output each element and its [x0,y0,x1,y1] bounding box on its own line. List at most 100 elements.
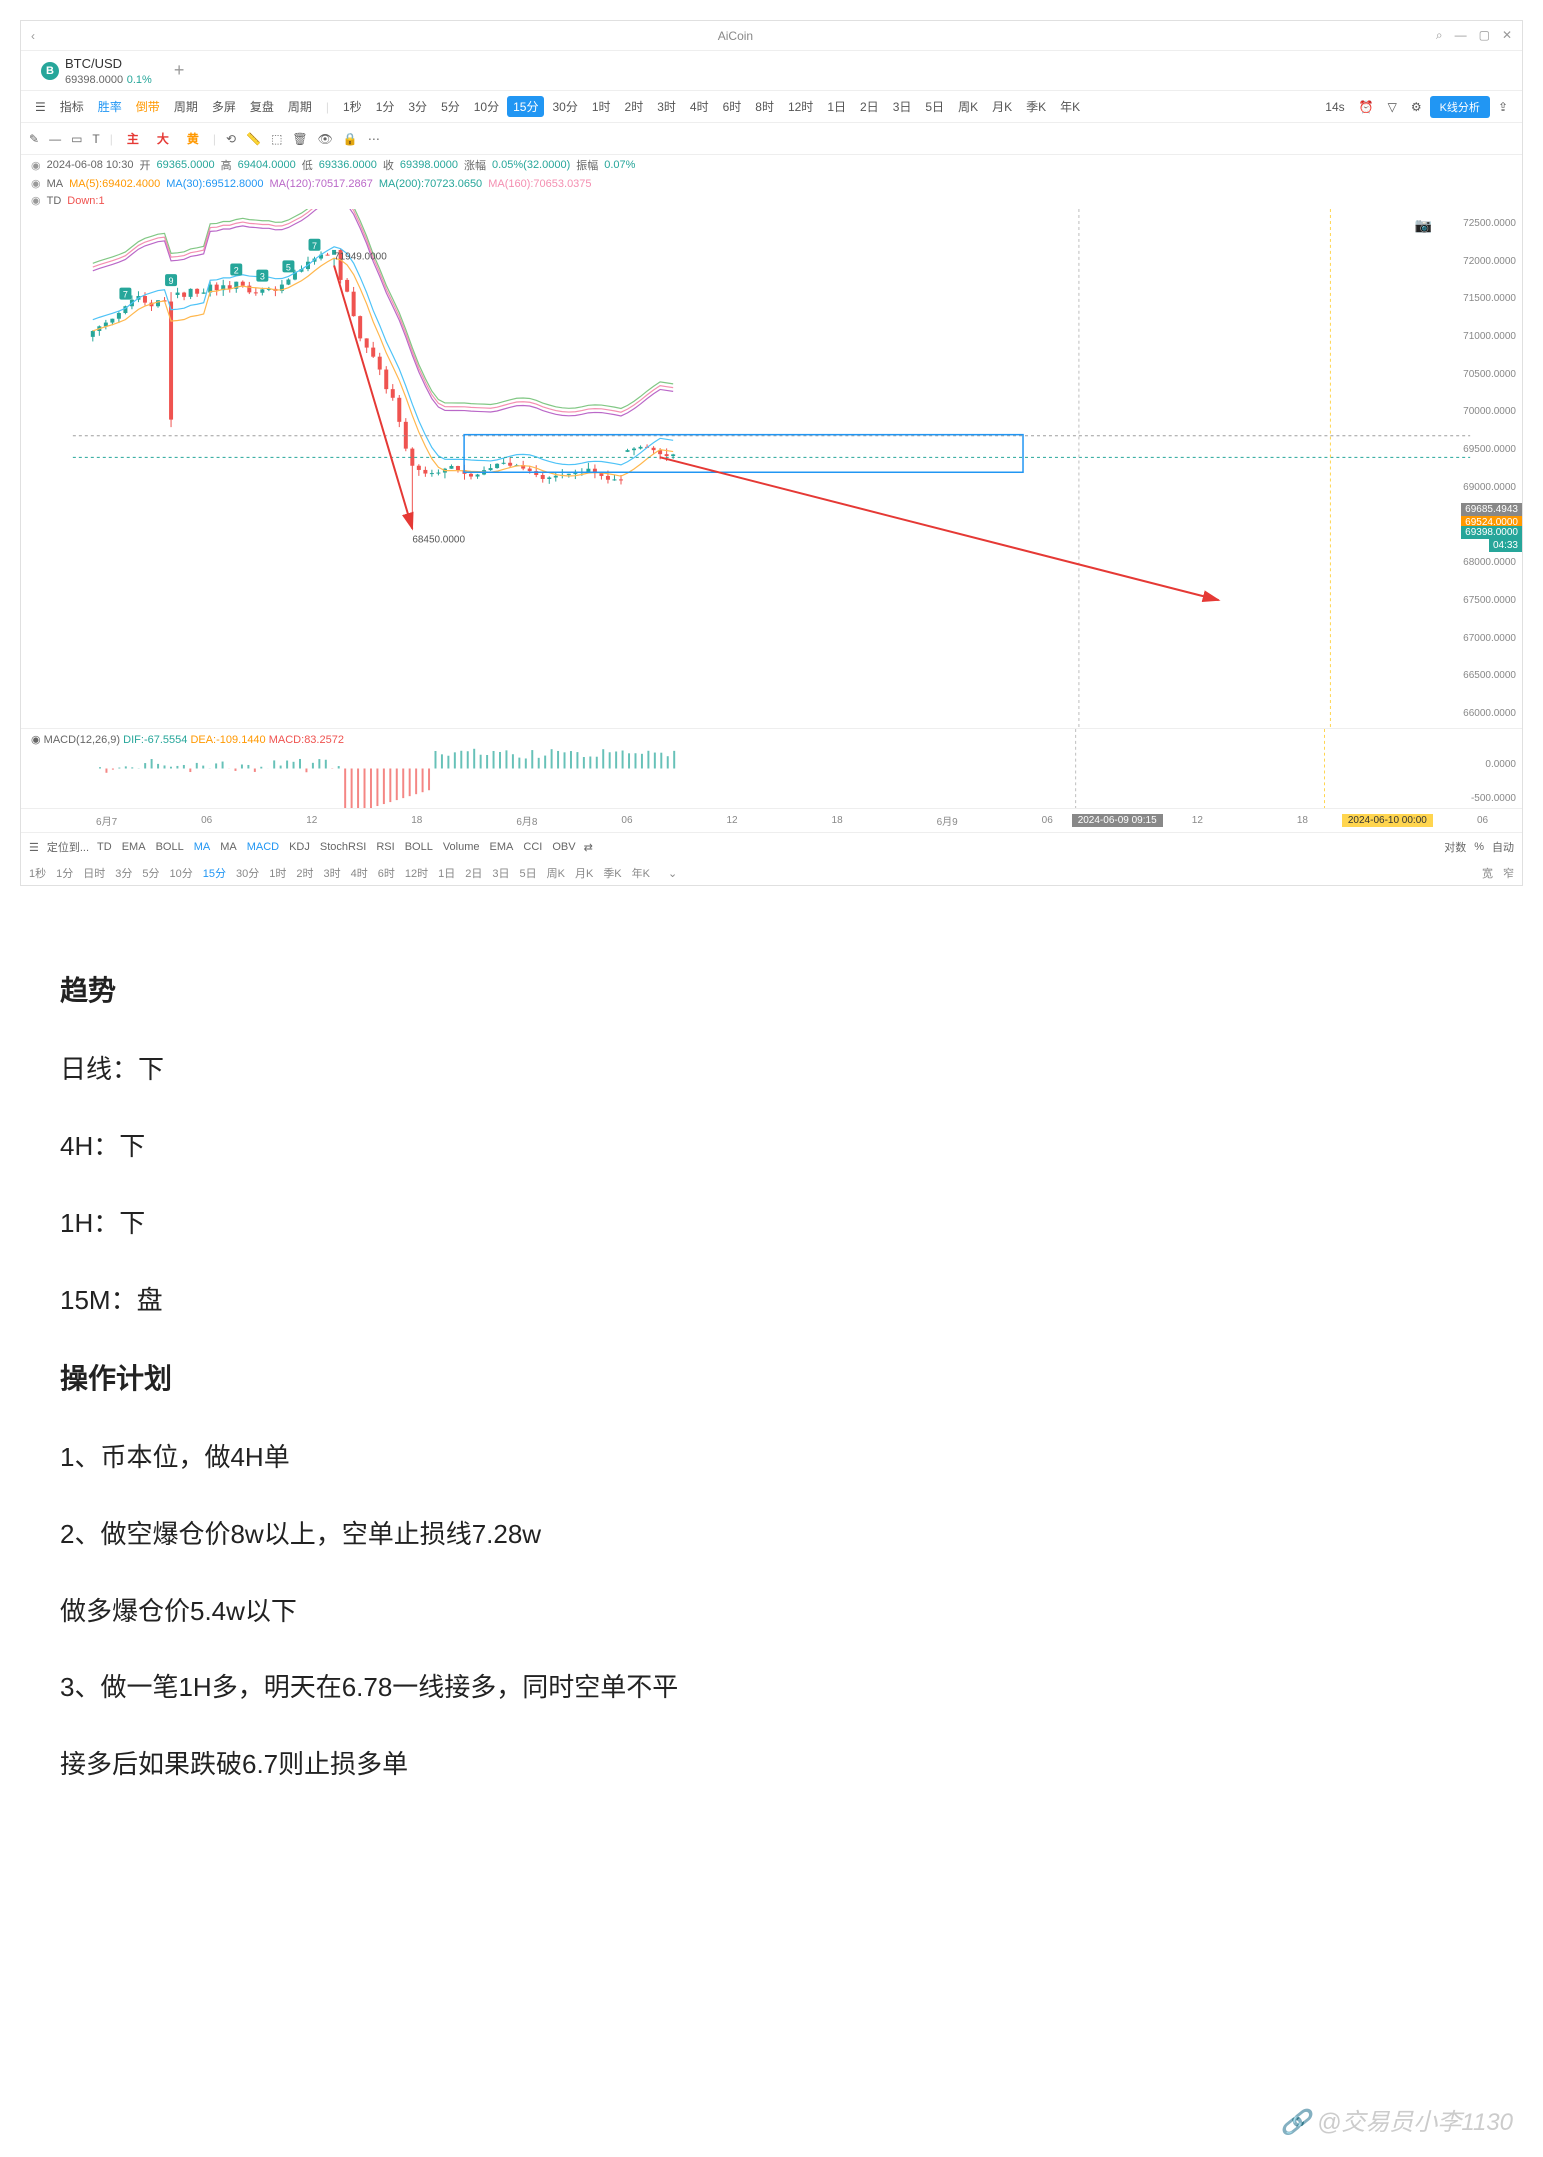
btf-年K[interactable]: 年K [632,865,650,881]
ind-BOLL-9[interactable]: BOLL [405,841,433,853]
btf-周K[interactable]: 周K [547,865,565,881]
chart-main[interactable]: 📷 79235771949.000068450.0000 72500.00007… [21,209,1522,729]
ind-BOLL-2[interactable]: BOLL [156,841,184,853]
tool-trash-icon[interactable]: 🗑 [292,132,307,146]
tf-2日[interactable]: 2日 [854,96,885,117]
btf-3日[interactable]: 3日 [492,865,509,881]
macd-panel[interactable]: ◉ MACD(12,26,9) DIF:-67.5554 DEA:-109.14… [21,729,1522,809]
btf-季K[interactable]: 季K [603,865,621,881]
btf-15分[interactable]: 15分 [203,865,226,881]
minimize-icon[interactable]: — [1455,28,1467,43]
more-icon[interactable]: ⇄ [584,841,593,854]
ind-TD-0[interactable]: TD [97,841,112,853]
ind-MA-4[interactable]: MA [220,841,237,853]
draw-pencil-icon[interactable]: ✎ [29,132,39,146]
tool-ruler-icon[interactable]: 📏 [246,132,261,146]
tool-fib-icon[interactable]: ⬚ [271,132,282,146]
tf-4时[interactable]: 4时 [684,96,715,117]
tf-1分[interactable]: 1分 [370,96,401,117]
tf-月K[interactable]: 月K [986,96,1018,117]
tab-btcusd[interactable]: B BTC/USD 69398.0000 0.1% [29,52,164,90]
ind-OBV-13[interactable]: OBV [552,841,575,853]
narrow-btn[interactable]: 窄 [1503,865,1514,881]
ind-CCI-12[interactable]: CCI [523,841,542,853]
tb-period[interactable]: 周期 [168,96,204,117]
tf-15分[interactable]: 15分 [507,96,544,117]
tb-winrate[interactable]: 胜率 [92,96,128,117]
ind-Volume-10[interactable]: Volume [443,841,480,853]
size-big[interactable]: 大 [153,129,173,148]
eye-icon[interactable]: ◉ [31,159,41,172]
tb-menu-icon[interactable]: ☰ [29,98,52,116]
add-tab-icon[interactable]: + [174,60,185,81]
settings-icon[interactable]: ⚙ [1405,98,1428,116]
tb-multiscreen[interactable]: 多屏 [206,96,242,117]
filter-icon[interactable]: ▽ [1382,98,1403,116]
btf-2时[interactable]: 2时 [296,865,313,881]
ind-EMA-1[interactable]: EMA [122,841,146,853]
pct-toggle[interactable]: % [1474,841,1484,853]
btf-1日[interactable]: 1日 [438,865,455,881]
tf-3日[interactable]: 3日 [887,96,918,117]
eye-icon[interactable]: ◉ [31,194,41,207]
maximize-icon[interactable]: ▢ [1479,28,1490,43]
btf-10分[interactable]: 10分 [170,865,193,881]
tf-10分[interactable]: 10分 [468,96,505,117]
tf-1秒[interactable]: 1秒 [337,96,368,117]
ind-EMA-11[interactable]: EMA [490,841,514,853]
size-yellow[interactable]: 黄 [183,129,203,148]
tb-rewind[interactable]: 倒带 [130,96,166,117]
tool-more-icon[interactable]: ⋯ [368,132,380,146]
btf-1时[interactable]: 1时 [269,865,286,881]
btf-6时[interactable]: 6时 [378,865,395,881]
btf-30分[interactable]: 30分 [236,865,259,881]
alert-icon[interactable]: ⏰ [1353,98,1380,116]
tf-6时[interactable]: 6时 [717,96,748,117]
kline-analysis-button[interactable]: K线分析 [1430,96,1490,118]
draw-rect-icon[interactable]: ▭ [71,132,82,146]
eye-icon[interactable]: ◉ [31,177,41,190]
tf-5分[interactable]: 5分 [435,96,466,117]
btf-12时[interactable]: 12时 [405,865,428,881]
btf-日时[interactable]: 日时 [83,865,105,881]
btf-5日[interactable]: 5日 [520,865,537,881]
ind-RSI-8[interactable]: RSI [376,841,394,853]
btf-1秒[interactable]: 1秒 [29,865,46,881]
btf-3分[interactable]: 3分 [115,865,132,881]
auto-toggle[interactable]: 自动 [1492,839,1514,855]
ind-StochRSI-7[interactable]: StochRSI [320,841,366,853]
btf-月K[interactable]: 月K [575,865,593,881]
tf-季K[interactable]: 季K [1020,96,1052,117]
tf-8时[interactable]: 8时 [749,96,780,117]
tf-3分[interactable]: 3分 [402,96,433,117]
ind-KDJ-6[interactable]: KDJ [289,841,310,853]
tool-magnet-icon[interactable]: ⟲ [226,132,236,146]
btf-3时[interactable]: 3时 [324,865,341,881]
ind-MACD-5[interactable]: MACD [247,841,279,853]
menu-icon[interactable]: ☰ [29,841,39,854]
collapse-icon[interactable]: ⌄ [668,867,677,880]
search-icon[interactable]: ⌕ [1436,28,1443,43]
tb-replay[interactable]: 复盘 [244,96,280,117]
ind-MA-3[interactable]: MA [194,841,211,853]
tf-12时[interactable]: 12时 [782,96,819,117]
tb-indicator[interactable]: 指标 [54,96,90,117]
tf-1时[interactable]: 1时 [586,96,617,117]
draw-text-icon[interactable]: T [92,132,99,146]
btf-2日[interactable]: 2日 [465,865,482,881]
tf-年K[interactable]: 年K [1054,96,1086,117]
tf-30分[interactable]: 30分 [546,96,583,117]
tool-lock-icon[interactable]: 🔒 [343,132,358,146]
tool-eye-icon[interactable]: 👁 [318,132,333,146]
tb-period2[interactable]: 周期 [282,96,318,117]
btf-5分[interactable]: 5分 [142,865,159,881]
tf-5日[interactable]: 5日 [919,96,950,117]
btf-4时[interactable]: 4时 [351,865,368,881]
wide-btn[interactable]: 宽 [1482,865,1493,881]
tf-周K[interactable]: 周K [952,96,984,117]
tf-1日[interactable]: 1日 [821,96,852,117]
size-main[interactable]: 主 [123,129,143,148]
draw-line-icon[interactable]: — [49,132,61,146]
close-icon[interactable]: ✕ [1502,28,1512,43]
locate-button[interactable]: 定位到... [47,839,89,855]
